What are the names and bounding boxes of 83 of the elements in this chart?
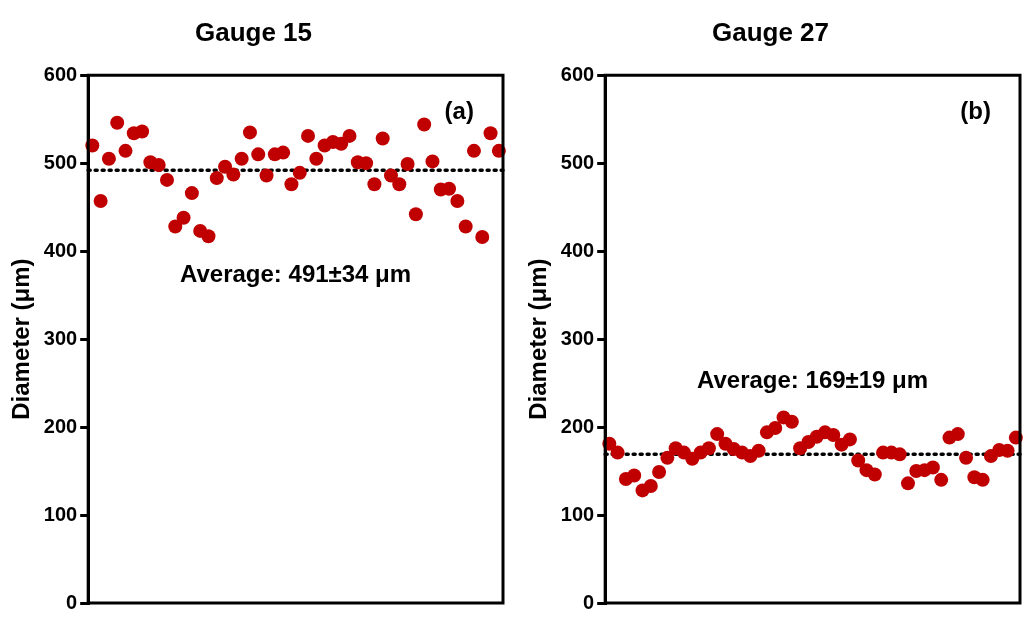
point xyxy=(334,136,349,151)
annotation: Average: 491±34 μm xyxy=(180,260,412,288)
y-tick-label: 0 xyxy=(66,590,78,613)
y-tick-label: 200 xyxy=(43,414,78,437)
point xyxy=(309,151,324,166)
point xyxy=(892,447,907,462)
point xyxy=(610,445,625,460)
y-tick-label: 400 xyxy=(560,238,595,261)
point xyxy=(975,472,990,487)
y-axis-title: Diameter (μm) xyxy=(7,258,35,420)
chart-title: Gauge 15 xyxy=(194,16,313,47)
point xyxy=(408,207,423,222)
y-tick-label: 500 xyxy=(560,150,595,173)
y-tick-label: 300 xyxy=(43,326,78,349)
point xyxy=(251,147,266,162)
point xyxy=(826,427,841,442)
point xyxy=(151,157,166,172)
point xyxy=(176,210,191,225)
point xyxy=(475,230,490,245)
point xyxy=(292,165,307,180)
point xyxy=(284,177,299,192)
y-tick-label: 600 xyxy=(43,62,78,85)
point xyxy=(450,193,465,208)
point xyxy=(627,468,642,483)
y-tick-label: 400 xyxy=(43,238,78,261)
point xyxy=(851,453,866,468)
point xyxy=(218,159,233,174)
y-tick-label: 100 xyxy=(560,502,595,525)
point xyxy=(466,143,481,158)
point xyxy=(950,427,965,442)
point xyxy=(417,117,432,132)
y-tick-label: 100 xyxy=(43,502,78,525)
point xyxy=(101,151,116,166)
y-tick-label: 0 xyxy=(583,590,595,613)
point xyxy=(118,143,133,158)
point xyxy=(276,145,291,160)
point xyxy=(442,181,457,196)
point xyxy=(842,432,857,447)
point xyxy=(110,115,125,130)
point xyxy=(226,167,241,182)
point xyxy=(342,128,357,143)
point xyxy=(652,464,667,479)
point xyxy=(93,193,108,208)
y-tick-label: 600 xyxy=(560,62,595,85)
point xyxy=(934,472,949,487)
point xyxy=(400,157,415,172)
point xyxy=(925,460,940,475)
point xyxy=(159,172,174,187)
point xyxy=(375,131,390,146)
point xyxy=(867,467,882,482)
point xyxy=(359,156,374,171)
point xyxy=(184,186,199,201)
y-tick-label: 300 xyxy=(560,326,595,349)
point xyxy=(701,441,716,456)
y-tick-label: 200 xyxy=(560,414,595,437)
point xyxy=(392,177,407,192)
point xyxy=(901,476,915,491)
point xyxy=(135,124,150,139)
point xyxy=(384,168,398,183)
point xyxy=(768,420,783,435)
point xyxy=(168,219,183,234)
point xyxy=(784,414,799,429)
point xyxy=(425,154,440,169)
chart-title: Gauge 27 xyxy=(711,16,830,47)
y-tick-label: 500 xyxy=(43,150,78,173)
point xyxy=(458,219,473,234)
point xyxy=(751,443,766,458)
point xyxy=(710,427,725,442)
annotation: Average: 169±19 μm xyxy=(697,365,929,393)
point xyxy=(259,168,274,183)
point xyxy=(959,450,974,465)
point xyxy=(367,177,382,192)
y-axis-title: Diameter (μm) xyxy=(524,258,552,420)
point xyxy=(643,479,658,493)
point xyxy=(483,126,498,141)
point xyxy=(660,450,675,465)
point xyxy=(209,171,224,186)
point xyxy=(201,229,216,244)
annotation: (b) xyxy=(960,96,991,124)
point xyxy=(242,125,257,140)
point xyxy=(234,151,249,166)
point xyxy=(301,128,316,143)
annotation: (a) xyxy=(444,96,474,124)
